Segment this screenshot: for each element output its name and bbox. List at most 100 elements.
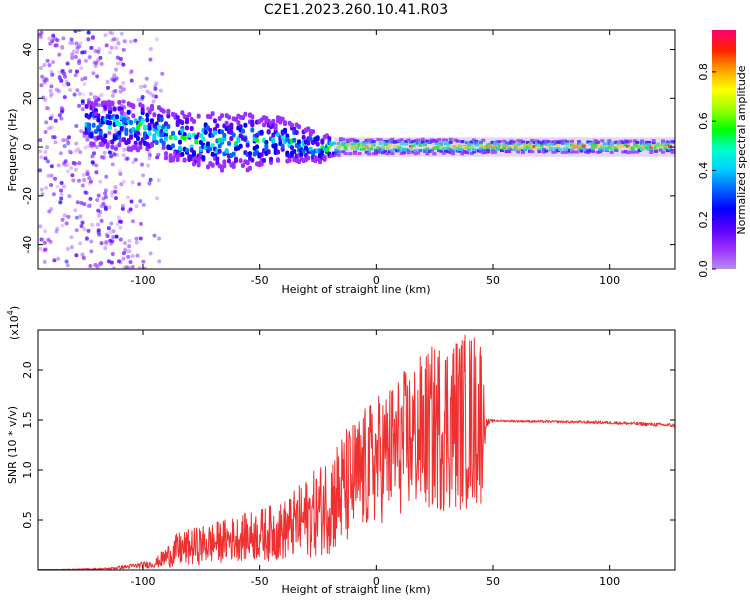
spectrogram-cell bbox=[99, 218, 104, 223]
spectrogram-cell bbox=[112, 37, 117, 42]
spectrogram-cell bbox=[105, 79, 110, 84]
spectrogram-cell bbox=[196, 113, 201, 119]
spectrogram-cell bbox=[535, 139, 539, 143]
spectrogram-cell bbox=[404, 148, 409, 152]
spectrogram-cell bbox=[283, 127, 287, 133]
spectrogram-cell bbox=[276, 149, 280, 155]
spectrogram-cell bbox=[628, 139, 633, 143]
spectrogram-cell bbox=[151, 93, 156, 98]
spectrogram-cell bbox=[80, 30, 85, 33]
spectrogram-cell bbox=[609, 142, 614, 146]
spectrogram-cell bbox=[577, 145, 581, 149]
spectrogram-cell bbox=[94, 163, 99, 168]
spectrogram-cell bbox=[80, 183, 85, 188]
spectrogram-x-label: Height of straight line (km) bbox=[281, 283, 430, 296]
spectrogram-cell bbox=[118, 171, 123, 176]
spectrogram-cell bbox=[40, 192, 45, 197]
spectrogram-cell bbox=[607, 145, 612, 149]
spectrogram-cell bbox=[418, 149, 423, 153]
spectrogram-cell bbox=[60, 217, 65, 222]
spectrogram-cell bbox=[280, 143, 285, 149]
spectrogram-cell bbox=[607, 139, 612, 143]
spectrogram-cell bbox=[43, 156, 48, 161]
spectrogram-cell bbox=[126, 254, 131, 259]
spectrogram-cell bbox=[586, 149, 591, 153]
spectrogram-cell bbox=[621, 144, 626, 148]
spectrogram-cell bbox=[78, 150, 83, 155]
spectrogram-cell bbox=[332, 153, 336, 157]
spectrogram-cell bbox=[633, 139, 637, 143]
spectrogram-cell bbox=[245, 142, 250, 148]
spectrogram-cell bbox=[59, 192, 64, 197]
spectrogram-cell bbox=[91, 71, 96, 76]
spectrogram-cell bbox=[665, 149, 670, 153]
spectrogram-cell bbox=[110, 190, 115, 195]
spectrogram-cell bbox=[87, 176, 92, 181]
spectrogram-cell bbox=[80, 220, 85, 225]
spectrogram-cell bbox=[329, 143, 334, 147]
spectrogram-cell bbox=[69, 165, 74, 170]
spectrogram-cell bbox=[77, 103, 82, 108]
spectrogram-cell bbox=[119, 31, 124, 36]
spectrogram-cell bbox=[110, 162, 115, 167]
spectrogram-cell bbox=[600, 148, 605, 152]
spectrogram-cell bbox=[371, 152, 376, 156]
spectrogram-cell bbox=[355, 139, 360, 143]
spectrogram-cell bbox=[376, 146, 381, 150]
spectrogram-cell bbox=[95, 197, 100, 202]
spectrogram-cell bbox=[402, 148, 406, 152]
spectrogram-cell bbox=[322, 156, 327, 162]
spectrogram-cell bbox=[113, 189, 118, 194]
spectrogram-cell bbox=[55, 226, 60, 231]
spectrogram-cell bbox=[51, 192, 56, 197]
spectrogram-cell bbox=[448, 137, 453, 141]
spectrogram-cell bbox=[297, 124, 301, 130]
spectrogram-cell bbox=[399, 151, 404, 155]
spectrogram-cell bbox=[432, 146, 437, 150]
spectrogram-cell bbox=[661, 150, 665, 154]
spectrogram-cell bbox=[649, 147, 654, 151]
spectrogram-cell bbox=[86, 30, 91, 35]
spectrogram-cell bbox=[553, 150, 558, 154]
spectrogram-cell bbox=[121, 256, 126, 261]
spectrogram-cell bbox=[290, 145, 294, 151]
spectrogram-cell bbox=[55, 38, 60, 43]
spectrogram-cell bbox=[441, 138, 446, 142]
spectrogram-cell bbox=[121, 87, 126, 92]
spectrogram-cell bbox=[76, 146, 81, 151]
spectrogram-cell bbox=[39, 30, 44, 35]
spectrogram-cell bbox=[111, 229, 116, 234]
spectrogram-cell bbox=[320, 138, 325, 144]
spectrogram-cell bbox=[448, 150, 453, 154]
spectrogram-cell bbox=[140, 107, 145, 113]
spectrogram-cell bbox=[83, 145, 88, 150]
spectrogram-cell bbox=[52, 135, 57, 140]
spectrogram-cell bbox=[530, 146, 535, 150]
spectrogram-cell bbox=[44, 120, 49, 125]
spectrogram-cell bbox=[530, 150, 535, 154]
spectrogram-cell bbox=[141, 202, 146, 207]
spectrogram-cell bbox=[180, 151, 185, 157]
spectrogram-cell bbox=[122, 39, 127, 44]
spectrogram-cell bbox=[88, 91, 93, 96]
spectrogram-cell bbox=[385, 142, 390, 146]
spectrogram-cell bbox=[65, 169, 70, 174]
spectrogram-cell bbox=[43, 150, 48, 155]
spectrogram-cell bbox=[104, 232, 109, 237]
spectrogram-cell bbox=[563, 139, 567, 143]
spectrogram-cell bbox=[86, 37, 91, 42]
spectrogram-cell bbox=[430, 139, 434, 143]
spectrogram-cell bbox=[101, 196, 106, 201]
spectrogram-cell bbox=[453, 138, 458, 142]
spectrogram-cell bbox=[490, 150, 495, 154]
spectrogram-cell bbox=[203, 129, 208, 135]
spectrogram-cell bbox=[156, 152, 161, 157]
spectrogram-cell bbox=[108, 30, 113, 35]
spectrogram-cell bbox=[521, 140, 525, 144]
spectrogram-cell bbox=[40, 74, 45, 79]
spectrogram-cell bbox=[90, 36, 95, 41]
spectrogram-cell bbox=[189, 126, 194, 132]
spectrogram-cell bbox=[579, 149, 584, 153]
spectrogram-cell bbox=[577, 141, 581, 145]
spectrogram-cell bbox=[271, 138, 276, 144]
